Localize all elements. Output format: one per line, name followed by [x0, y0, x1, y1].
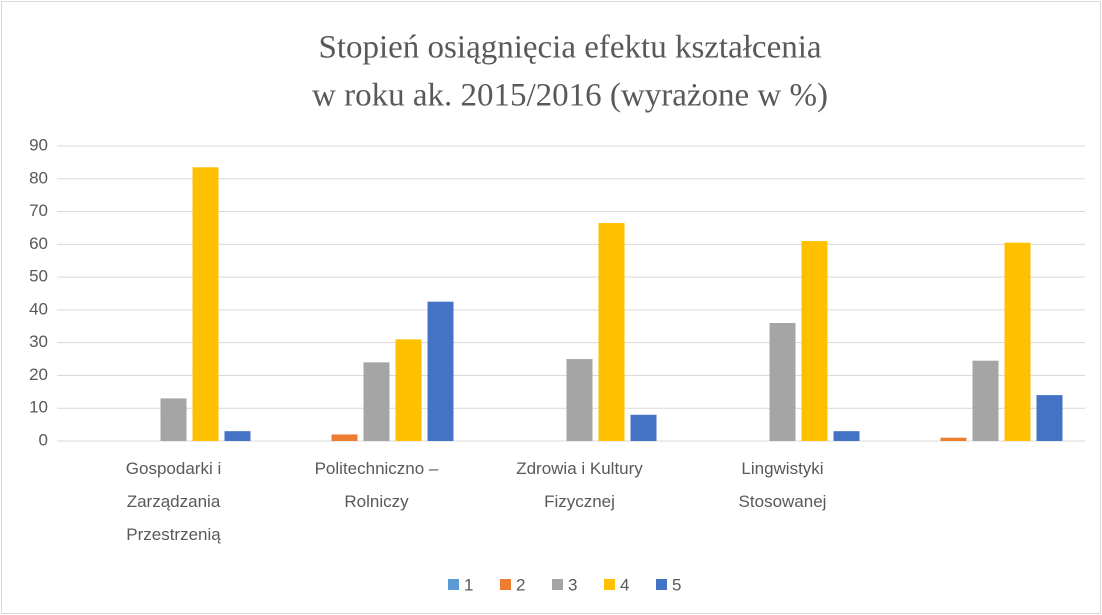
- bar: [566, 359, 593, 441]
- bar: [1036, 395, 1063, 441]
- y-tick-label: 60: [29, 234, 48, 253]
- legend-label: 3: [568, 575, 577, 594]
- bar: [801, 241, 828, 441]
- bar: [833, 431, 860, 441]
- bar: [598, 223, 625, 441]
- chart-title: w roku ak. 2015/2016 (wyrażone w %): [312, 78, 828, 114]
- x-tick-line: Zarządzania: [127, 492, 221, 511]
- y-tick-label: 40: [29, 299, 48, 318]
- x-tick-line: Przestrzenią: [126, 525, 221, 544]
- bar: [160, 398, 187, 441]
- y-tick-label: 90: [29, 135, 48, 154]
- legend-swatch: [604, 579, 615, 590]
- chart-title: Stopień osiągnięcia efektu kształcenia: [318, 30, 821, 66]
- legend-label: 2: [516, 575, 525, 594]
- x-tick-line: Zdrowia i Kultury: [516, 459, 643, 478]
- y-tick-label: 50: [29, 267, 48, 286]
- legend-swatch: [448, 579, 459, 590]
- x-tick-line: Gospodarki i: [126, 459, 221, 478]
- bar: [940, 437, 967, 441]
- legend-swatch: [656, 579, 667, 590]
- y-tick-label: 10: [29, 398, 48, 417]
- x-tick-line: Fizycznej: [544, 492, 615, 511]
- x-tick-line: Rolniczy: [344, 492, 409, 511]
- x-tick-line: Politechniczno –: [315, 459, 439, 478]
- bar: [1004, 242, 1031, 441]
- x-tick-label: Lingwistyki Stosowanej: [739, 459, 827, 511]
- y-tick-label: 30: [29, 332, 48, 351]
- x-tick-line: Stosowanej: [739, 492, 827, 511]
- legend-label: 4: [620, 575, 629, 594]
- y-tick-label: 70: [29, 201, 48, 220]
- y-tick-label: 80: [29, 168, 48, 187]
- x-tick-label: Gospodarki i Zarządzania Przestrzenią: [126, 459, 222, 544]
- bar: [395, 339, 422, 441]
- bar: [972, 360, 999, 441]
- bar: [769, 323, 796, 441]
- legend-label: 1: [464, 575, 473, 594]
- legend-label: 5: [672, 575, 681, 594]
- bar: [331, 434, 358, 441]
- y-tick-label: 20: [29, 365, 48, 384]
- x-tick-line: Lingwistyki: [741, 459, 823, 478]
- legend-swatch: [500, 579, 511, 590]
- y-tick-label: 0: [39, 430, 48, 449]
- x-tick-label: Zdrowia i Kultury Fizycznej: [516, 459, 643, 511]
- bar: [427, 301, 454, 441]
- bar: [363, 362, 390, 441]
- bar: [630, 414, 657, 441]
- legend-swatch: [552, 579, 563, 590]
- bar: [224, 431, 251, 441]
- bar: [192, 167, 219, 442]
- x-tick-label: Politechniczno – Rolniczy: [315, 459, 439, 511]
